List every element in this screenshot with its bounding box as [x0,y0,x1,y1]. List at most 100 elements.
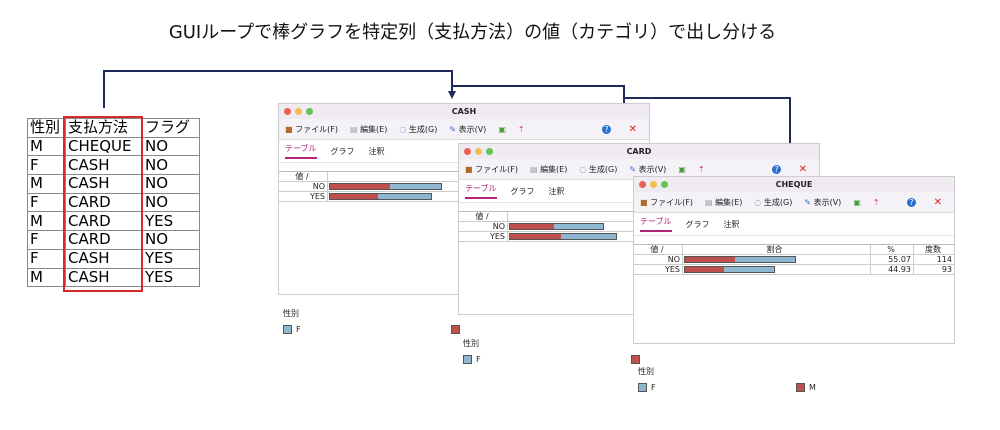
generate-icon: ◌ [399,124,407,134]
table-cell: F [27,230,66,250]
title-bar[interactable]: CHEQUE [634,177,954,192]
close-icon[interactable]: ✕ [628,123,637,135]
legend-swatch-m [451,325,460,334]
page-title: GUIループで棒グラフを特定列（支払方法）の値（カテゴリ）で出し分ける [168,22,777,43]
tab-note[interactable]: 注釈 [723,219,740,229]
chart-icon[interactable]: ⇡ [517,124,525,134]
zoom-window-button[interactable] [486,148,493,155]
edit-icon: ▤ [704,197,713,207]
tab-note[interactable]: 注釈 [548,186,565,196]
menu-generate[interactable]: ◌ 生成(G) [754,197,793,207]
title-bar[interactable]: CARD [459,144,819,159]
connector-line [103,70,453,72]
menu-bar: ■ ファイル(F) ▤ 編集(E) ◌ 生成(G) ✎ 表示(V) ▣ ⇡ ? … [459,159,819,180]
ratio-column-header[interactable]: 割合 [683,245,871,254]
export-icon[interactable]: ▣ [498,124,506,134]
help-icon[interactable]: ? [907,197,916,207]
stacked-bar [329,193,432,200]
legend-title: 性別 [463,339,479,348]
minimize-window-button[interactable] [295,108,302,115]
table-cell: YES [142,267,200,288]
table-cell: F [27,248,66,269]
menu-generate[interactable]: ◌ 生成(G) [579,164,618,174]
tab-table[interactable]: テーブル [640,216,672,232]
value-column-header[interactable]: 値 / [279,172,328,181]
percent-cell: 55.07 [871,255,914,264]
tab-table[interactable]: テーブル [285,143,317,159]
column-header: フラグ [142,118,200,138]
tab-graph[interactable]: グラフ [685,219,710,229]
menu-file[interactable]: ■ ファイル(F) [465,164,518,174]
close-window-button[interactable] [284,108,291,115]
legend-item-m [631,355,644,364]
arrow-icon [448,91,456,99]
minimize-window-button[interactable] [650,181,657,188]
table-row: YES 44.93 93 [634,265,954,275]
connector-line [623,97,791,99]
bar-segment-m [510,234,562,239]
file-icon: ■ [640,197,648,207]
title-bar[interactable]: CASH [279,104,649,119]
menu-edit[interactable]: ▤ 編集(E) [529,164,568,174]
help-icon[interactable]: ? [772,164,781,174]
value-column-header[interactable]: 値 / [634,245,683,254]
menu-file[interactable]: ■ ファイル(F) [640,197,693,207]
tab-graph[interactable]: グラフ [330,146,355,156]
table-cell: CASH [65,267,143,288]
close-icon[interactable]: ✕ [933,196,942,208]
value-column-header[interactable]: 値 / [459,212,508,221]
tab-table[interactable]: テーブル [465,183,497,199]
legend-swatch-f [638,383,647,392]
zoom-window-button[interactable] [661,181,668,188]
close-icon[interactable]: ✕ [798,163,807,175]
file-icon: ■ [285,124,293,134]
chart-icon[interactable]: ⇡ [697,164,705,174]
help-icon[interactable]: ? [602,124,611,134]
tab-graph[interactable]: グラフ [510,186,535,196]
menu-edit[interactable]: ▤ 編集(E) [704,197,743,207]
legend-swatch-f [283,325,292,334]
chart-icon[interactable]: ⇡ [872,197,880,207]
menu-view[interactable]: ✎ 表示(V) [629,164,667,174]
value-cell: NO [279,182,328,191]
menu-view[interactable]: ✎ 表示(V) [804,197,842,207]
table-row: M CHEQUE NO [27,136,200,157]
stacked-bar [684,266,776,273]
close-window-button[interactable] [639,181,646,188]
menu-generate[interactable]: ◌ 生成(G) [399,124,438,134]
close-window-button[interactable] [464,148,471,155]
percent-column-header[interactable]: % [871,245,914,254]
table-cell: CARD [65,230,143,250]
bar-segment-m [330,184,390,189]
stacked-bar [684,256,796,263]
minimize-window-button[interactable] [475,148,482,155]
stacked-bar [509,233,618,240]
menu-edit[interactable]: ▤ 編集(E) [349,124,388,134]
legend-item-f: F [283,325,301,334]
table-cell: NO [142,174,200,194]
menu-view[interactable]: ✎ 表示(V) [449,124,487,134]
legend-title: 性別 [283,309,299,318]
count-column-header[interactable]: 度数 [925,245,941,254]
menu-bar: ■ ファイル(F) ▤ 編集(E) ◌ 生成(G) ✎ 表示(V) ▣ ⇡ ? … [279,119,649,140]
tab-note[interactable]: 注釈 [368,146,385,156]
zoom-window-button[interactable] [306,108,313,115]
percent-cell: 44.93 [871,265,914,274]
table-cell: M [27,267,66,288]
export-icon[interactable]: ▣ [678,164,686,174]
edit-icon: ▤ [349,124,358,134]
bar-segment-f [389,184,441,189]
menu-file[interactable]: ■ ファイル(F) [285,124,338,134]
column-header: 性別 [27,118,66,138]
table-cell: M [27,174,66,194]
export-icon[interactable]: ▣ [853,197,861,207]
generate-icon: ◌ [579,164,587,174]
table-header-row: 値 / 割合 % 度数 [634,245,954,255]
table-cell: NO [142,192,200,213]
table-cell: NO [142,230,200,250]
value-cell: NO [459,222,508,231]
count-cell: 93 [941,265,952,274]
value-cell: NO [634,255,683,264]
value-cell: YES [634,265,683,274]
connector-line [451,70,453,92]
